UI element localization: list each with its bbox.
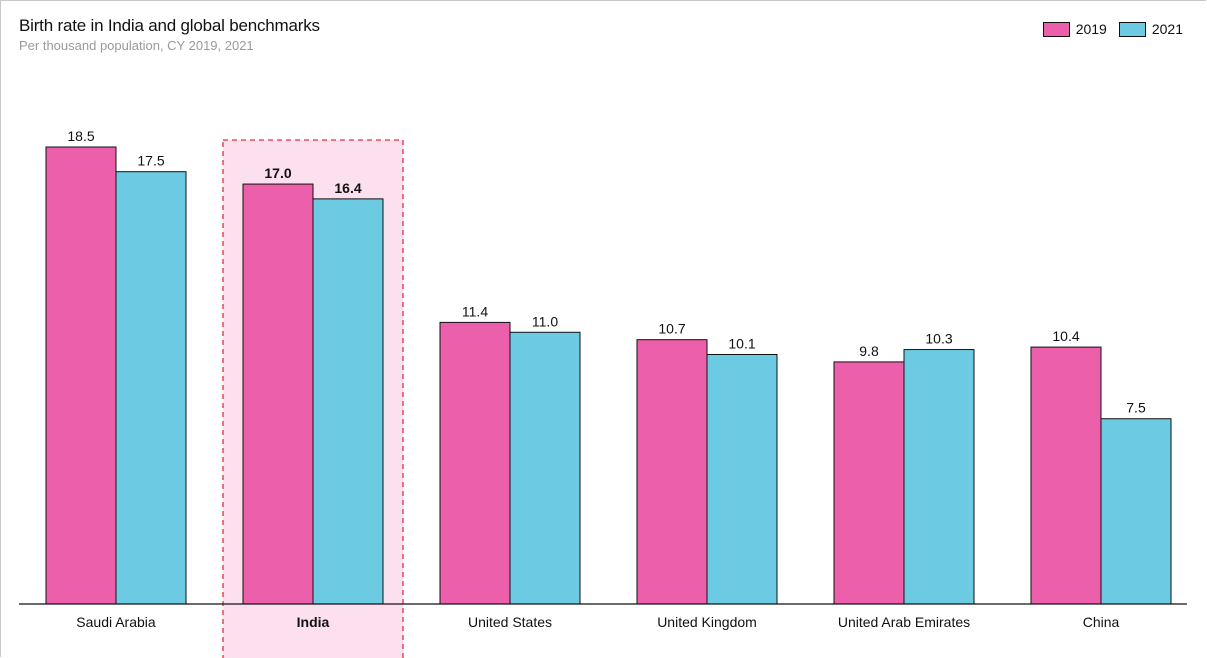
bar-2019-4: [833, 361, 905, 605]
legend-label-2021: 2021: [1151, 21, 1183, 37]
category-label-3: United Kingdom: [657, 614, 757, 630]
data-label-2021-3: 10.1: [728, 336, 755, 352]
category-label-5: China: [1083, 614, 1120, 630]
category-label-4: United Arab Emirates: [838, 614, 970, 630]
data-label-2019-2: 11.4: [462, 303, 488, 319]
bar-2019-3: [636, 339, 708, 605]
bar-2021-2: [509, 331, 581, 605]
category-label-2: United States: [468, 614, 552, 630]
data-label-2019-1: 17.0: [264, 165, 291, 181]
bar-2019-5: [1030, 346, 1102, 605]
data-label-2021-0: 17.5: [137, 153, 164, 169]
category-label-1: India: [297, 614, 330, 630]
data-label-2019-5: 10.4: [1052, 328, 1079, 344]
legend-item-2021: 2021: [1118, 21, 1183, 37]
bar-2021-4: [903, 349, 975, 605]
legend-item-2019: 2019: [1042, 21, 1107, 37]
data-label-2021-4: 10.3: [925, 331, 952, 347]
chart-title: Birth rate in India and global benchmark…: [19, 16, 320, 35]
bar-2021-0: [115, 171, 187, 605]
data-label-2021-2: 11.0: [532, 313, 558, 329]
data-label-2021-5: 7.5: [1126, 400, 1146, 416]
bar-2019-2: [439, 321, 511, 605]
chart-legend: 2019 2021: [1042, 21, 1183, 37]
bar-2019-0: [45, 146, 117, 605]
bar-2021-3: [706, 354, 778, 605]
bar-2021-5: [1100, 418, 1172, 605]
chart-subtitle: Per thousand population, CY 2019, 2021: [19, 38, 254, 53]
legend-swatch-2019: [1042, 21, 1070, 37]
legend-label-2019: 2019: [1075, 21, 1107, 37]
bar-2019-1: [242, 183, 314, 605]
legend-swatch-2021: [1118, 21, 1146, 37]
category-label-0: Saudi Arabia: [76, 614, 156, 630]
data-label-2019-4: 9.8: [859, 343, 879, 359]
data-label-2019-0: 18.5: [67, 128, 94, 144]
data-label-2021-1: 16.4: [334, 180, 361, 196]
bar-2021-1: [312, 198, 384, 605]
data-label-2019-3: 10.7: [658, 321, 685, 337]
